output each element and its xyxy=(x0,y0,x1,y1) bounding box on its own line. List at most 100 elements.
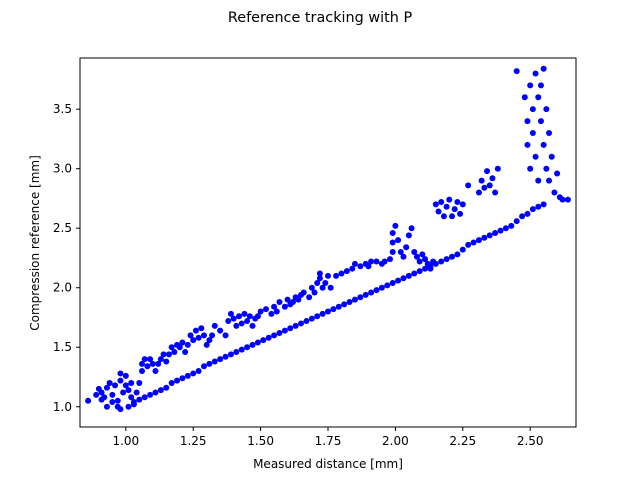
y-tick-label: 3.0 xyxy=(53,162,72,176)
data-point xyxy=(554,170,561,177)
data-point xyxy=(489,175,496,182)
data-point xyxy=(486,182,493,189)
data-point xyxy=(524,210,531,217)
data-point xyxy=(254,313,261,320)
data-point xyxy=(314,279,321,286)
data-point xyxy=(114,397,121,404)
data-point xyxy=(316,275,323,282)
data-point xyxy=(395,277,402,284)
data-point xyxy=(122,372,129,379)
data-point xyxy=(117,370,124,377)
data-point xyxy=(217,356,224,363)
data-point xyxy=(103,384,110,391)
data-point xyxy=(513,218,520,225)
data-point xyxy=(276,329,283,336)
data-point xyxy=(432,201,439,208)
data-point xyxy=(432,260,439,267)
data-point xyxy=(532,70,539,77)
data-point xyxy=(497,227,504,234)
data-point xyxy=(405,232,412,239)
data-point xyxy=(203,341,210,348)
data-point xyxy=(244,344,251,351)
data-point xyxy=(163,384,170,391)
data-point xyxy=(389,249,396,256)
data-point xyxy=(438,199,445,206)
data-point xyxy=(459,201,466,208)
data-point xyxy=(254,339,261,346)
data-point xyxy=(308,315,315,322)
data-point xyxy=(465,241,472,248)
x-tick-label: 2.00 xyxy=(382,434,409,448)
data-point xyxy=(368,258,375,265)
data-point xyxy=(419,251,426,258)
data-point xyxy=(238,320,245,327)
data-point xyxy=(564,196,571,203)
data-point xyxy=(529,106,536,113)
data-point xyxy=(306,294,313,301)
data-point xyxy=(349,265,356,272)
data-point xyxy=(368,289,375,296)
data-point xyxy=(521,94,528,101)
data-point xyxy=(351,260,358,267)
data-point xyxy=(246,313,253,320)
data-point xyxy=(373,258,380,265)
data-point xyxy=(244,318,251,325)
data-point xyxy=(287,325,294,332)
data-point xyxy=(98,389,105,396)
data-point xyxy=(184,341,191,348)
data-point xyxy=(422,265,429,272)
data-point xyxy=(136,396,143,403)
data-point xyxy=(298,320,305,327)
data-point xyxy=(449,213,455,220)
data-point xyxy=(112,382,119,389)
data-point xyxy=(411,249,418,256)
data-point xyxy=(314,313,321,320)
data-point xyxy=(176,344,183,351)
data-point xyxy=(152,389,159,396)
data-point xyxy=(343,268,350,275)
data-point xyxy=(171,349,178,356)
data-point xyxy=(449,253,455,260)
data-point xyxy=(484,168,491,175)
data-point xyxy=(378,284,385,291)
data-point xyxy=(190,370,197,377)
data-point xyxy=(141,394,148,401)
data-point xyxy=(395,237,402,244)
data-point xyxy=(486,232,493,239)
data-point xyxy=(346,299,353,306)
data-point xyxy=(98,396,105,403)
data-point xyxy=(125,403,132,410)
data-point xyxy=(273,308,280,315)
data-point xyxy=(535,94,542,101)
data-point xyxy=(168,379,175,386)
data-point xyxy=(389,239,396,246)
data-point xyxy=(454,199,461,206)
data-point xyxy=(303,318,310,325)
data-point xyxy=(446,196,453,203)
data-point xyxy=(316,270,323,277)
data-point xyxy=(249,322,256,329)
data-point xyxy=(192,327,199,334)
data-point xyxy=(457,210,464,217)
data-point xyxy=(271,303,278,310)
data-point xyxy=(225,318,232,325)
data-point xyxy=(327,284,334,291)
data-point xyxy=(182,349,189,356)
data-point xyxy=(438,258,445,265)
data-point xyxy=(209,332,216,339)
data-point xyxy=(443,203,450,210)
data-point xyxy=(230,315,237,322)
x-axis-ticks: 1.00 1.25 1.50 1.75 2.00 2.25 2.50 xyxy=(112,427,544,448)
data-point xyxy=(403,244,410,251)
data-point xyxy=(540,141,547,148)
data-point xyxy=(513,68,520,75)
data-point xyxy=(157,356,164,363)
data-point xyxy=(130,399,137,405)
data-point xyxy=(179,339,186,346)
x-tick-label: 1.75 xyxy=(315,434,342,448)
data-point xyxy=(109,391,116,398)
data-point xyxy=(198,325,205,332)
data-point xyxy=(157,387,164,394)
data-point xyxy=(481,234,488,241)
